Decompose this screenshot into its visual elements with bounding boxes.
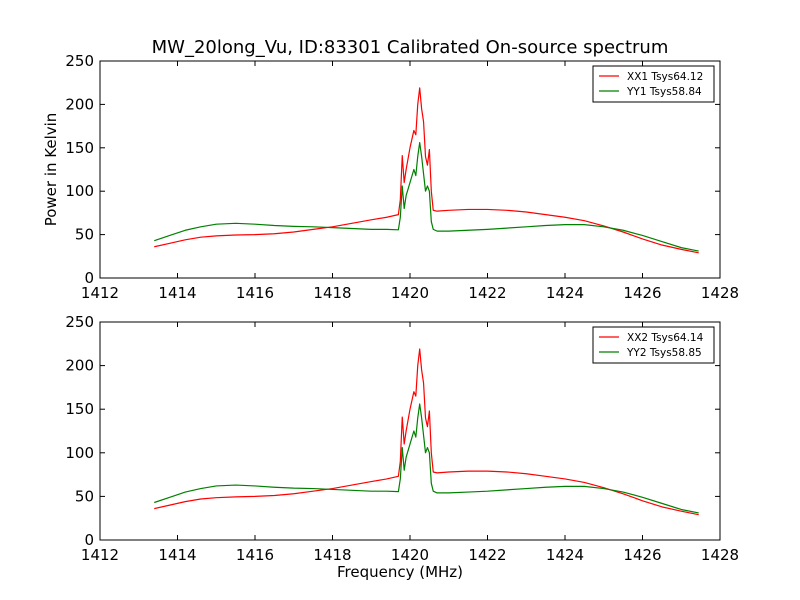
legend-label: YY1 Tsys58.84: [626, 86, 702, 98]
legend-label: YY2 Tsys58.85: [626, 347, 702, 359]
y-axis-label: Power in Kelvin: [42, 113, 60, 227]
y-tick-label: 250: [65, 313, 94, 331]
x-tick-label: 1428: [701, 546, 739, 564]
x-tick-label: 1414: [158, 546, 196, 564]
series-line-yy2: [154, 403, 699, 514]
x-tick-label: 1426: [623, 546, 661, 564]
x-axis-label: Frequency (MHz): [337, 563, 463, 581]
x-tick-label: 1418: [313, 284, 351, 302]
legend-box: [592, 65, 715, 103]
x-tick-label: 1420: [391, 284, 429, 302]
y-tick-label: 200: [65, 95, 94, 113]
legend: XX2 Tsys64.14 YY2 Tsys58.85: [592, 326, 715, 364]
legend-label: XX1 Tsys64.12: [627, 71, 703, 83]
x-tick-label: 1416: [236, 546, 274, 564]
legend-label: XX2 Tsys64.14: [627, 332, 704, 344]
y-tick-label: 0: [84, 531, 94, 549]
x-tick-label: 1412: [81, 284, 119, 302]
x-tick-label: 1422: [468, 284, 506, 302]
series-line-xx1: [154, 87, 699, 254]
y-tick-label: 100: [65, 182, 94, 200]
x-tick-label: 1420: [391, 546, 429, 564]
y-tick-label: 150: [65, 400, 94, 418]
x-tick-label: 1424: [546, 546, 584, 564]
x-tick-label: 1422: [468, 546, 506, 564]
x-tick-label: 1412: [81, 546, 119, 564]
legend-box: [592, 326, 715, 364]
x-tick-label: 1428: [701, 284, 739, 302]
y-tick-label: 50: [75, 226, 94, 244]
x-tick-label: 1426: [623, 284, 661, 302]
chart-panel-2: 1412 1414 1416 1418 1420 1422 1424 1426 1428 0 50 1…: [65, 313, 739, 581]
series-line-yy1: [154, 141, 699, 252]
y-tick-label: 0: [84, 269, 94, 287]
chart-panel-1: 1412 1414 1416 1418 1420 1422 1424 1426 1428 0 50 1…: [42, 52, 739, 302]
x-tick-label: 1424: [546, 284, 584, 302]
y-tick-label: 100: [65, 444, 94, 462]
y-tick-label: 150: [65, 139, 94, 157]
series-line-xx2: [154, 348, 699, 516]
x-tick-label: 1414: [158, 284, 196, 302]
figure-title: MW_20long_Vu, ID:83301 Calibrated On-sou…: [152, 37, 669, 58]
x-tick-label: 1418: [313, 546, 351, 564]
charts-container: 1412 1414 1416 1418 1420 1422 1424 1426 1428 0 50 1…: [42, 52, 739, 581]
x-tick-label: 1416: [236, 284, 274, 302]
y-tick-label: 200: [65, 357, 94, 375]
legend: XX1 Tsys64.12 YY1 Tsys58.84: [592, 65, 715, 103]
y-tick-label: 50: [75, 487, 94, 505]
y-tick-label: 250: [65, 52, 94, 70]
